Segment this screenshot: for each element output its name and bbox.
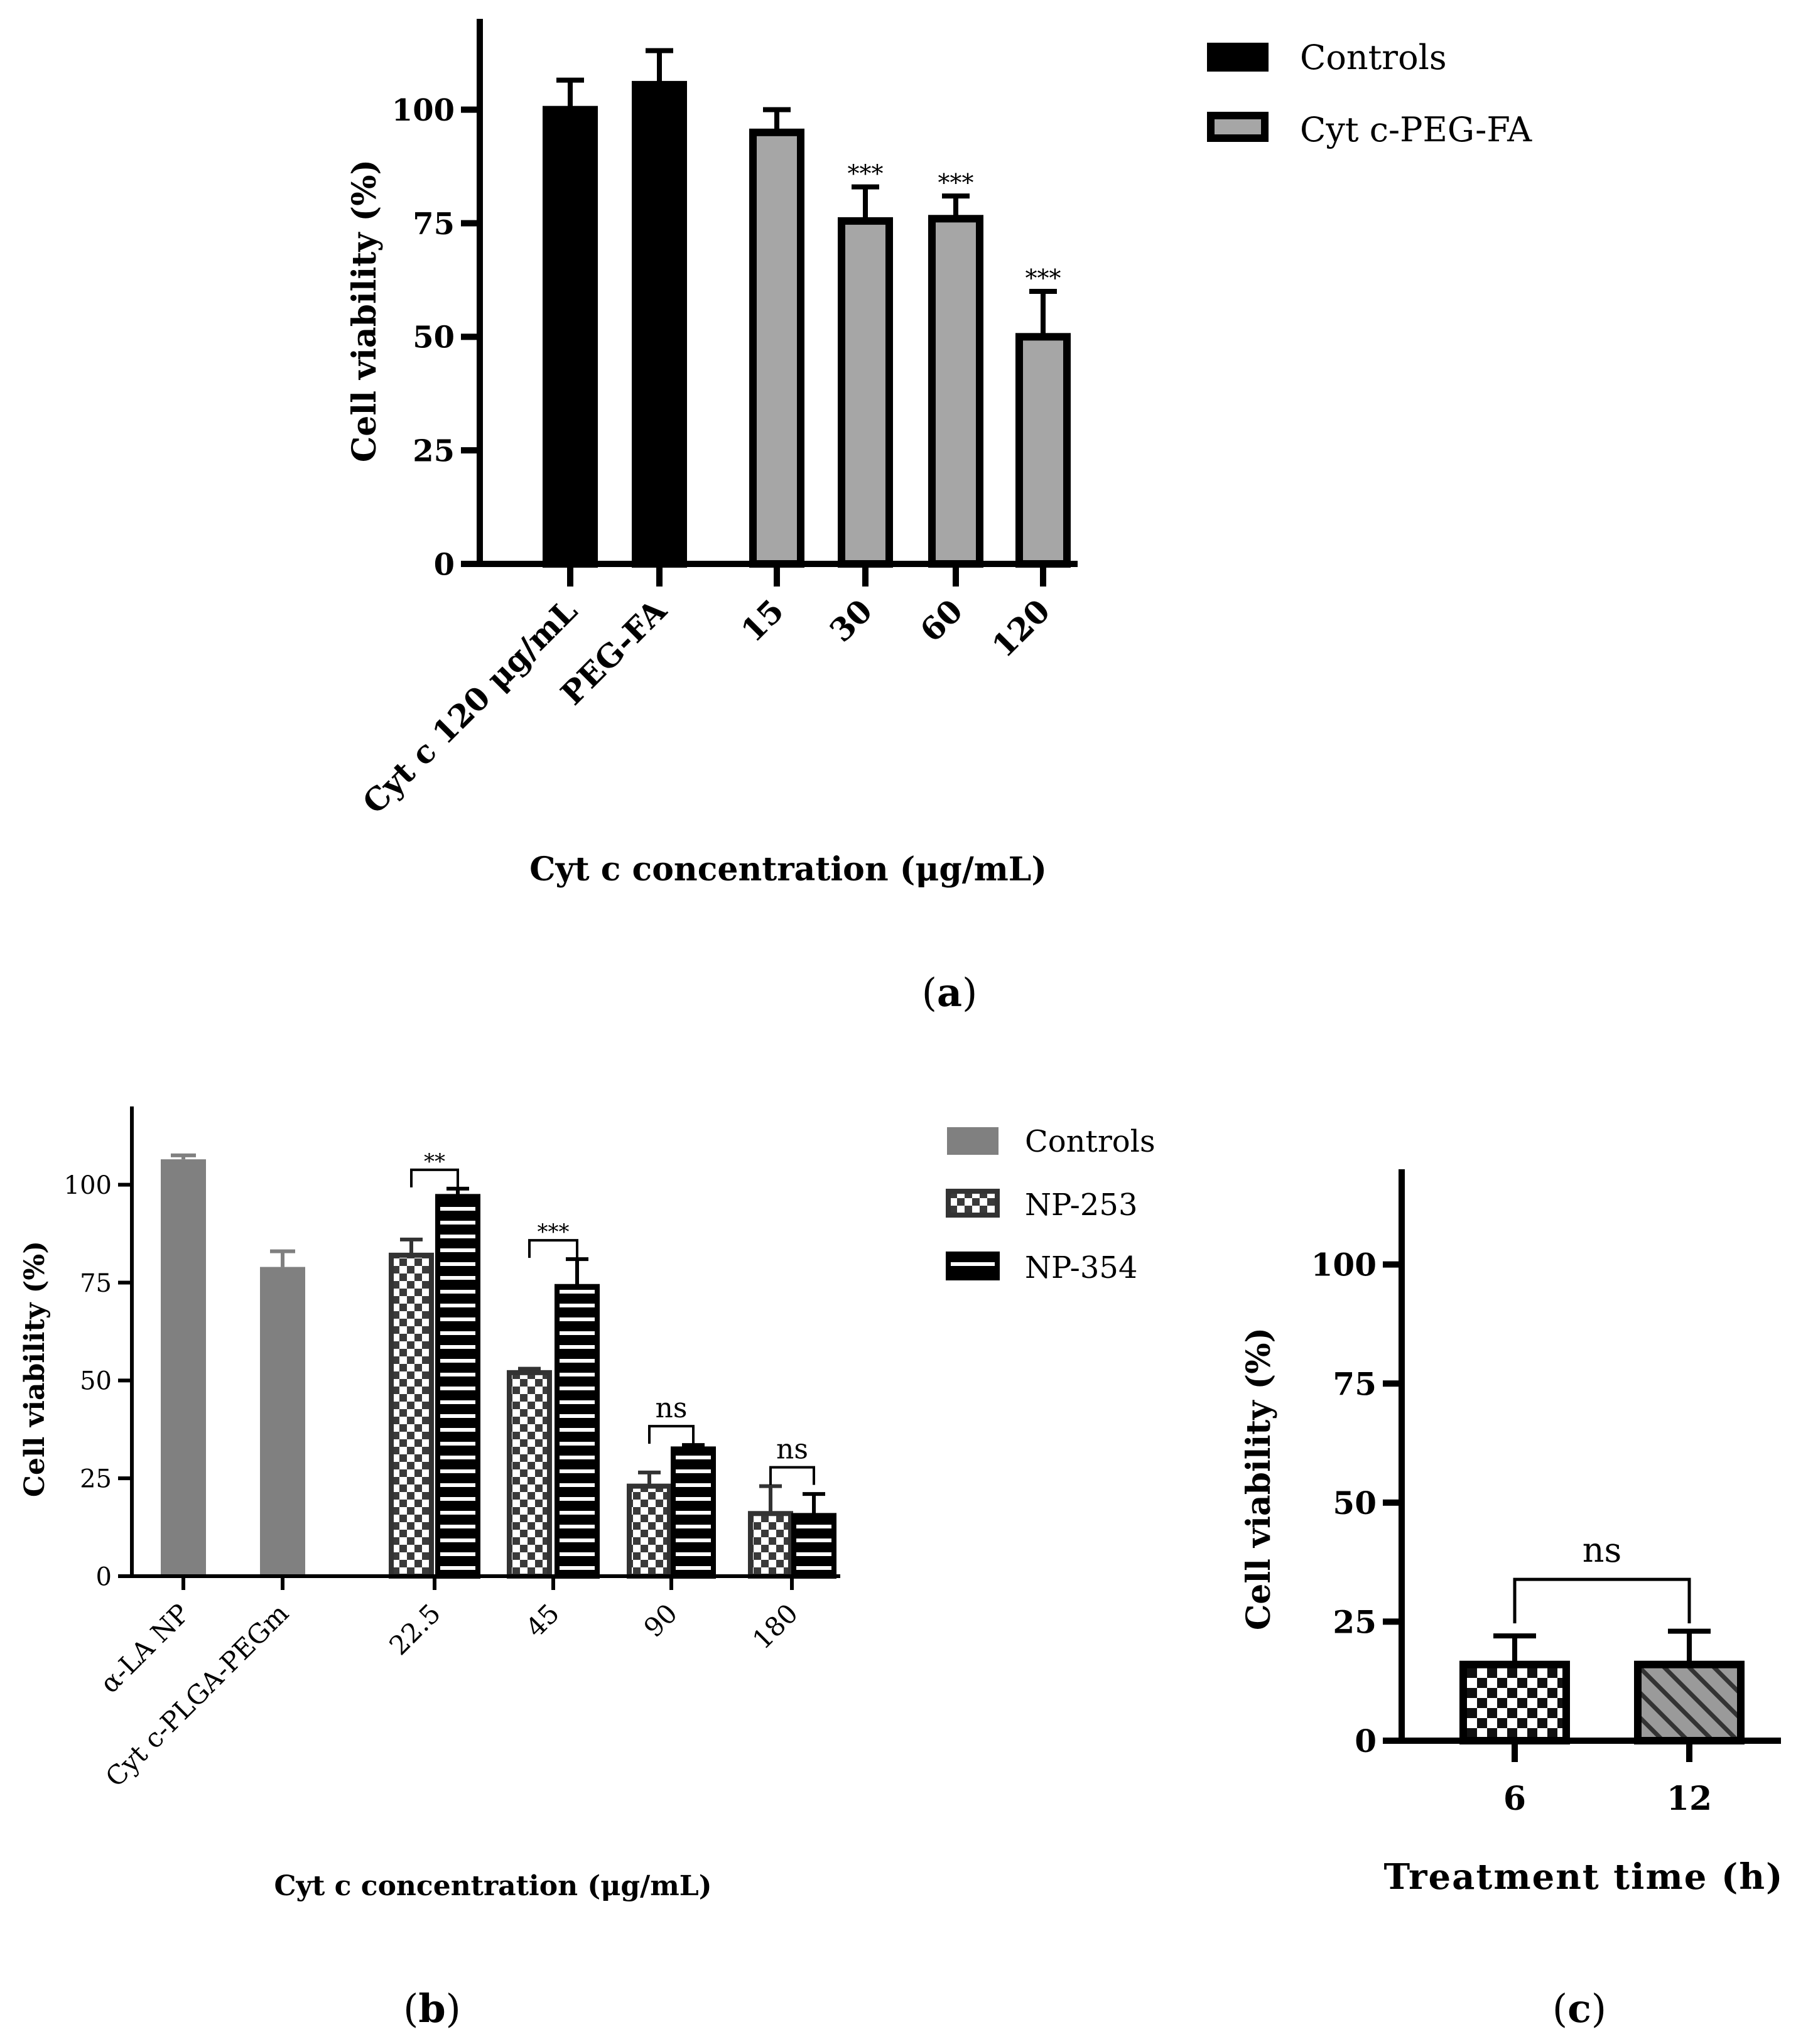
panel-a-y-tick-label: 0 <box>434 547 455 582</box>
legend-a-controls-swatch <box>1207 43 1269 72</box>
panel-c-comparison-label: ns <box>1583 1530 1622 1570</box>
legend-b-np354-swatch <box>946 1252 1000 1280</box>
panel-a-y-axis-title: Cell viability (%) <box>345 160 384 462</box>
legend-b-np354-label: NP-354 <box>1025 1250 1138 1285</box>
panel-b-x-tick-label: 22.5 <box>383 1598 446 1661</box>
panel-a-x-tick-label: 30 <box>823 592 880 649</box>
legend-a-cytc-peg-fa-swatch <box>1207 112 1269 142</box>
panel-a-significance-label: *** <box>1026 264 1061 292</box>
panel-a-y-tick-label: 75 <box>413 207 455 242</box>
panel-c-bars: ns <box>1459 1530 1745 1745</box>
legend-b-controls-label: Controls <box>1025 1124 1155 1159</box>
panel-b-np354-bar <box>435 1194 480 1579</box>
legend-a-cytc-peg-fa-label: Cyt c-PEG-FA <box>1300 110 1532 149</box>
panel-a-axes <box>461 19 1078 587</box>
panel-a-label: (a) <box>922 970 978 1015</box>
panel-c-y-tick-label: 75 <box>1333 1365 1377 1402</box>
panel-b-np253-bar <box>627 1483 672 1579</box>
panel-a-bar <box>838 217 893 568</box>
panel-c-x-tick-label: 6 <box>1503 1780 1526 1818</box>
panel-c-axes <box>1383 1169 1781 1762</box>
legend-b-np253-swatch <box>946 1189 1000 1218</box>
panel-a-bar <box>749 128 804 568</box>
panel-c-ticks: 0 25 50 75 100 6 12 <box>1311 1246 1713 1818</box>
panel-b-controls-bar <box>260 1267 305 1576</box>
panel-a-significance-label: *** <box>848 160 884 188</box>
panel-a-bar <box>543 105 598 568</box>
panel-b-comparison-bracket <box>648 1425 695 1444</box>
panel-b-np354-bar <box>791 1513 836 1579</box>
panel-b-y-tick-label: 75 <box>80 1269 112 1298</box>
panel-a-bar <box>1015 333 1071 568</box>
panel-c-bar <box>1634 1660 1745 1745</box>
panel-a-y-tick-label: 100 <box>392 93 455 128</box>
panel-b-comparison-label: *** <box>538 1219 570 1245</box>
panel-c-y-tick-label: 0 <box>1355 1722 1377 1760</box>
panel-b-comparison-bracket <box>769 1466 815 1485</box>
panel-a-bar <box>632 80 687 568</box>
panel-c-bar <box>1459 1660 1570 1745</box>
panel-a-legend: Controls Cyt c-PEG-FA <box>1207 38 1532 149</box>
panel-b-comparison-bracket <box>528 1239 578 1258</box>
panel-b-legend: Controls NP-253 NP-354 <box>946 1124 1155 1285</box>
panel-b-x-axis-title: Cyt c concentration (μg/mL) <box>274 1870 712 1902</box>
panel-b-np354-bar <box>555 1284 600 1579</box>
panel-a-x-tick-label: 15 <box>734 592 791 649</box>
panel-c-chart: ns 0 25 50 75 100 6 12 Cell viability (%) Trea… <box>1240 1169 1783 2031</box>
panel-a-significance-label: *** <box>938 169 974 197</box>
panel-b-y-tick-label: 50 <box>80 1367 112 1396</box>
panel-a-bar <box>928 215 983 568</box>
legend-a-controls-label: Controls <box>1300 38 1447 77</box>
panel-c-label: (c) <box>1552 1986 1606 2031</box>
panel-b-x-tick-label: 45 <box>520 1598 565 1643</box>
panel-c-y-axis-title: Cell viability (%) <box>1240 1328 1278 1630</box>
panel-a-bars: *** *** *** <box>543 48 1071 568</box>
panel-b-comparison-label: ** <box>424 1149 445 1174</box>
panel-b-np253-bar <box>389 1252 434 1579</box>
panel-b-label: (b) <box>403 1986 461 2031</box>
legend-b-np253-label: NP-253 <box>1025 1187 1138 1223</box>
panel-b-y-tick-label: 25 <box>80 1465 112 1494</box>
panel-b-comparison-bracket <box>410 1168 459 1187</box>
panel-b-np253-bar <box>748 1511 793 1579</box>
panel-b-x-tick-label: 90 <box>638 1598 683 1643</box>
panel-b-comparison-label: ns <box>656 1392 688 1424</box>
panel-a-x-axis-title: Cyt c concentration (μg/mL) <box>529 850 1047 889</box>
panel-a-y-tick-label: 25 <box>413 433 455 468</box>
panel-a-x-tick-label: 60 <box>913 592 970 649</box>
legend-b-controls-swatch <box>947 1127 999 1155</box>
panel-a-x-tick-label: 120 <box>985 592 1058 665</box>
panel-b-x-tick-label: α-LA NP <box>94 1598 195 1699</box>
panel-a-y-tick-label: 50 <box>413 320 455 355</box>
panel-b-np354-bar <box>671 1446 716 1579</box>
panel-c-comparison-bracket <box>1513 1577 1691 1624</box>
panel-b-controls-bar <box>161 1159 206 1576</box>
panel-b-axes <box>118 1106 840 1590</box>
panel-b-x-tick-label: Cyt c-PLGA-PEGm <box>99 1598 295 1793</box>
panel-b-y-tick-label: 0 <box>96 1562 112 1591</box>
panel-b-y-axis-title: Cell viability (%) <box>19 1241 51 1497</box>
panel-a-x-tick-label: Cyt c 120 μg/mL <box>355 592 585 821</box>
panel-b-np253-bar <box>507 1370 552 1579</box>
panel-c-x-axis-title: Treatment time (h) <box>1383 1856 1783 1898</box>
panel-c-y-tick-label: 100 <box>1311 1246 1377 1284</box>
panel-c-y-tick-label: 25 <box>1333 1603 1377 1640</box>
panel-b-x-tick-label: 180 <box>747 1598 804 1655</box>
panel-c-y-tick-label: 50 <box>1333 1484 1377 1522</box>
panel-b-y-tick-label: 100 <box>64 1171 112 1200</box>
panel-c-x-tick-label: 12 <box>1667 1780 1712 1818</box>
panel-b-comparison-label: ns <box>776 1434 808 1466</box>
